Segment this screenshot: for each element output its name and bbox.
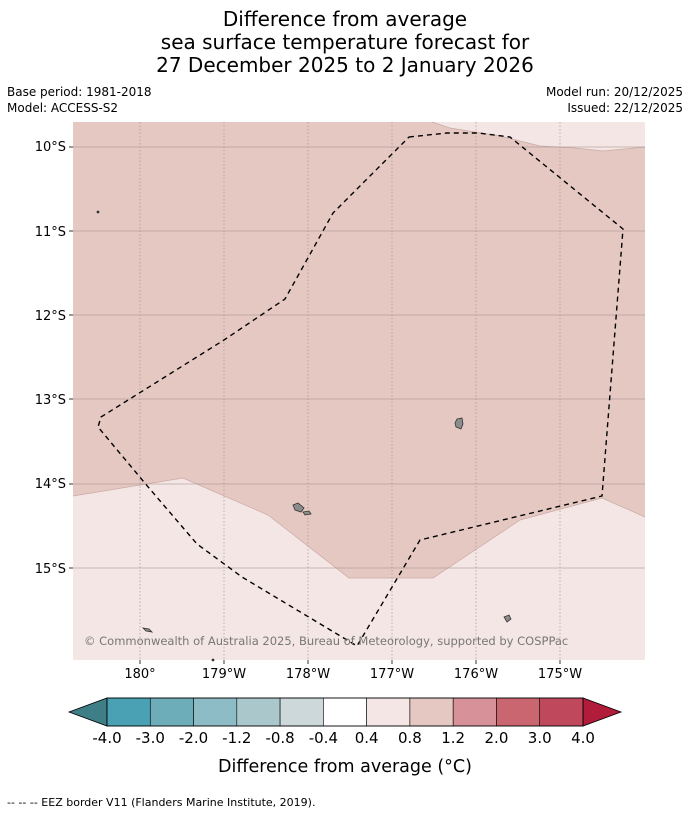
island-shape [292,502,305,513]
colorbar-under-arrow [67,697,108,727]
lon-label: 180° [124,667,155,682]
colorbar-bin [323,697,367,727]
model-run: Model run: 20/12/2025 [545,85,683,99]
colorbar-over-arrow [582,697,623,727]
island-shape [141,627,154,633]
model-name: Model: ACCESS-S2 [7,101,119,115]
colorbar-tick-label: 0.4 [355,729,379,747]
eez-border [97,132,624,647]
colorbar-bin [193,697,238,727]
graticule [73,122,645,660]
islands [96,210,512,662]
island-shape [503,614,512,623]
colorbar-tick-labels: -4.0 -3.0 -2.0 -1.2 -0.8 -0.4 0.4 0.8 1.2 2.0 3.0 4… [92,729,595,747]
colorbar-tick-label: 0.8 [398,729,422,747]
colorbar-tick-label: 1.2 [441,729,465,747]
colorbar-bin [496,697,541,727]
colorbar-bin [236,697,281,727]
contour-line-top [431,121,646,152]
colorbar-tick-label: 3.0 [528,729,552,747]
colorbar-bin [539,697,584,727]
meta-right: Model run: 20/12/2025 Issued: 22/12/2025 [546,84,683,116]
lon-ticks [139,660,561,664]
lat-label: 10°S [35,140,66,155]
map-title: Difference from average sea surface temp… [0,8,690,77]
colorbar-bins [106,697,584,727]
colorbar-tick-label: -0.4 [309,729,338,747]
title-line-3: 27 December 2025 to 2 January 2026 [156,53,534,77]
colorbar-tick-label: 2.0 [485,729,509,747]
copyright-notice: © Commonwealth of Australia 2025, Bureau… [84,634,568,648]
colorbar-bin [279,697,324,727]
lat-axis: 10°S 11°S 12°S 13°S 14°S 15°S [35,140,66,577]
lon-label: 175°W [538,667,582,682]
islet-dot [211,658,215,662]
colorbar-bin [366,697,411,727]
colorbar-tick-label: -1.2 [222,729,251,747]
lon-label: 179°W [202,667,246,682]
island-shape [454,417,464,430]
colorbar-tick-label: -3.0 [136,729,165,747]
lat-label: 13°S [35,393,66,408]
colorbar-bin [452,697,497,727]
title-line-1: Difference from average [222,7,468,31]
colorbar-bin [409,697,454,727]
lat-label: 11°S [35,225,66,240]
colorbar-label: Difference from average (°C) [218,757,472,777]
colorbar-tick-label: -2.0 [179,729,208,747]
title-line-2: sea surface temperature forecast for [160,30,530,54]
colorbar-frame [106,697,584,727]
colorbar-tick-label: -4.0 [92,729,121,747]
issued-date: Issued: 22/12/2025 [567,101,683,115]
colorbar-tick-label: 4.0 [571,729,595,747]
colorbar-bin [149,697,194,727]
base-period: Base period: 1981-2018 [7,85,152,99]
map-panel: © Commonwealth of Australia 2025, Bureau… [72,121,646,662]
islet-dot [96,210,100,214]
colorbar-bin [106,697,151,727]
lat-label: 12°S [35,309,66,324]
lat-ticks [69,146,73,569]
lat-label: 15°S [35,562,66,577]
eez-legend-footnote: -- -- -- EEZ border V11 (Flanders Marine… [7,796,316,809]
meta-left: Base period: 1981-2018 Model: ACCESS-S2 [7,84,152,116]
anomaly-0-8-to-1-2-region [73,122,645,578]
island-shape [302,510,312,516]
colorbar: -4.0 -3.0 -2.0 -1.2 -0.8 -0.4 0.4 0.8 1.2 2.0 3.0 4… [67,697,623,777]
lon-label: 178°W [286,667,330,682]
lon-axis: 180° 179°W 178°W 177°W 176°W 175°W [124,667,582,682]
lon-label: 177°W [370,667,414,682]
colorbar-tick-label: -0.8 [265,729,294,747]
lat-label: 14°S [35,477,66,492]
lon-label: 176°W [454,667,498,682]
